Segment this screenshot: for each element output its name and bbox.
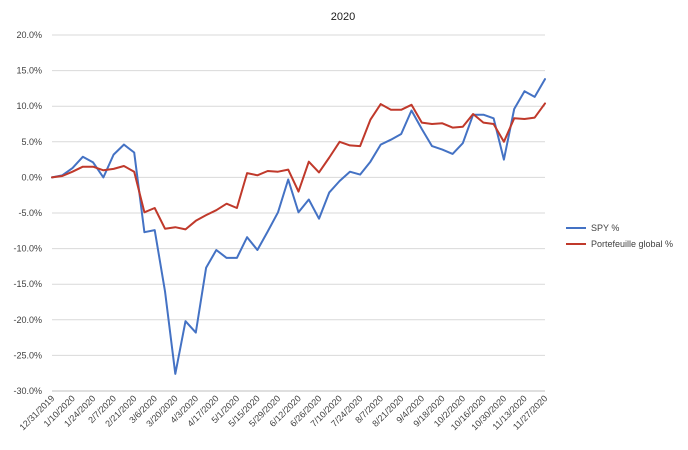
y-tick-label: -20.0% (13, 315, 42, 325)
y-tick-label: 5.0% (21, 137, 42, 147)
series-line-2 (51, 102, 546, 231)
legend-label: Portefeuille global % (591, 239, 673, 249)
y-tick-label: 15.0% (16, 66, 42, 76)
legend: SPY % Portefeuille global % (566, 223, 673, 249)
x-axis-tick-labels: 12/31/20191/10/20201/24/20202/7/20202/21… (17, 393, 549, 432)
y-tick-label: 20.0% (16, 30, 42, 40)
y-tick-label: -10.0% (13, 244, 42, 254)
series-line-1 (51, 78, 546, 375)
chart-title: 2020 (331, 11, 355, 23)
y-tick-label: -30.0% (13, 386, 42, 396)
y-tick-label: -15.0% (13, 279, 42, 289)
y-tick-label: 10.0% (16, 101, 42, 111)
y-tick-label: -5.0% (18, 208, 42, 218)
y-tick-label: 0.0% (21, 172, 42, 182)
legend-label: SPY % (591, 223, 619, 233)
series-lines (51, 78, 546, 375)
y-axis-tick-labels: 20.0% 15.0% 10.0% 5.0% 0.0% -5.0% -10.0% -15.0%… (13, 30, 42, 396)
y-tick-label: -25.0% (13, 350, 42, 360)
